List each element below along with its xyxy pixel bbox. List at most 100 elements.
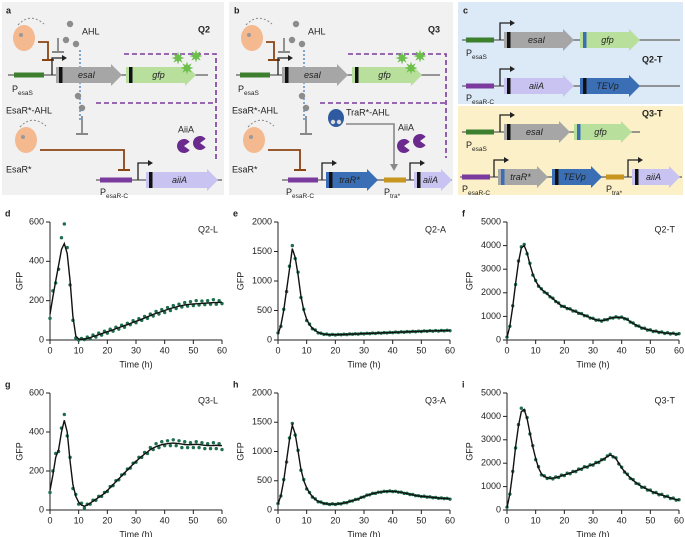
data-point xyxy=(177,302,181,306)
x-tick-label: 0 xyxy=(275,345,280,355)
promoter xyxy=(466,37,494,43)
trar-dot xyxy=(336,119,342,125)
rbs xyxy=(329,172,333,188)
arrowhead xyxy=(332,160,337,166)
data-point xyxy=(194,440,198,444)
rbs xyxy=(355,67,359,83)
gene xyxy=(126,64,196,86)
arrowhead xyxy=(638,157,643,163)
gfp-protein xyxy=(189,49,203,63)
label: gfp xyxy=(152,70,165,80)
data-point xyxy=(197,445,201,450)
data-point xyxy=(211,297,216,302)
x-tick-label: 10 xyxy=(531,515,541,525)
x-tick-label: 30 xyxy=(359,515,369,525)
promoter-subscript: esaS xyxy=(472,54,487,61)
data-point xyxy=(200,441,204,445)
x-tick-label: 20 xyxy=(559,345,569,355)
promoter-label: Ptra* xyxy=(606,184,623,196)
data-point xyxy=(522,242,526,247)
arrowhead xyxy=(148,160,153,166)
data-point xyxy=(168,308,173,313)
ahl xyxy=(288,36,296,44)
label: EsaR* xyxy=(6,164,32,174)
y-tick-label: 1000 xyxy=(252,275,272,285)
arrowhead xyxy=(288,55,293,61)
x-tick-label: 0 xyxy=(47,345,52,355)
panel-b-background xyxy=(229,2,453,195)
promoter-arrow xyxy=(51,57,63,75)
data-point xyxy=(205,298,210,303)
data-point xyxy=(59,236,64,240)
label: Q2 xyxy=(198,24,210,34)
trar-dot xyxy=(330,119,336,125)
label: traR* xyxy=(510,172,531,182)
promoter-subscript: tra* xyxy=(390,193,401,200)
gene xyxy=(282,64,348,86)
data-point xyxy=(220,447,224,452)
data-point xyxy=(200,299,204,303)
data-point xyxy=(519,406,524,410)
activation xyxy=(346,123,395,166)
promoter-letter: P xyxy=(238,84,244,94)
label: TEVp xyxy=(563,172,586,182)
y-axis-label: GFP xyxy=(464,272,474,291)
rbs xyxy=(59,67,63,83)
rbs xyxy=(149,172,153,188)
x-tick-label: 50 xyxy=(416,515,426,525)
x-tick-label: 30 xyxy=(588,345,598,355)
panel-letter: d xyxy=(5,208,11,218)
data-point xyxy=(154,309,158,314)
label: Q2-T xyxy=(642,54,663,64)
promoter-label: PesaS xyxy=(466,48,487,60)
data-point xyxy=(180,445,184,450)
promoter xyxy=(384,177,406,183)
gene xyxy=(414,169,452,191)
y-axis-label: GFP xyxy=(14,442,24,461)
arrowhead xyxy=(62,55,67,61)
promoter-arrow xyxy=(499,68,511,86)
label: AHL xyxy=(82,26,100,36)
data-point xyxy=(162,310,167,315)
promoter-letter: P xyxy=(466,93,472,103)
label: TEVp xyxy=(596,81,619,91)
ahl xyxy=(72,40,80,48)
x-tick-label: 10 xyxy=(74,515,84,525)
promoter-arrow xyxy=(409,162,421,180)
cell xyxy=(13,25,35,51)
data-point xyxy=(191,445,196,450)
promoter-letter: P xyxy=(12,84,18,94)
data-point xyxy=(188,441,193,445)
x-tick-label: 30 xyxy=(359,345,369,355)
data-point xyxy=(290,243,295,248)
x-tick-label: 20 xyxy=(102,515,112,525)
x-tick-label: 40 xyxy=(160,345,170,355)
label: c xyxy=(463,5,468,15)
data-point xyxy=(154,442,158,446)
x-tick-label: 0 xyxy=(47,515,52,525)
x-tick-label: 30 xyxy=(131,345,141,355)
y-tick-label: 600 xyxy=(29,216,44,226)
panel-letter: g xyxy=(5,379,11,389)
y-tick-label: 0 xyxy=(39,334,44,344)
y-tick-label: 3000 xyxy=(481,434,501,444)
x-tick-label: 40 xyxy=(388,345,398,355)
y-tick-label: 1000 xyxy=(481,311,501,321)
data-point xyxy=(214,446,218,451)
gene xyxy=(56,64,122,86)
y-tick-label: 0 xyxy=(496,334,501,344)
x-tick-label: 50 xyxy=(188,515,198,525)
rbs xyxy=(129,67,133,83)
y-tick-label: 0 xyxy=(496,504,501,514)
aiia-protein xyxy=(397,139,410,154)
panel-letter: h xyxy=(233,379,239,389)
data-point xyxy=(168,443,173,448)
data-point xyxy=(171,438,175,442)
promoter xyxy=(606,174,624,180)
repression xyxy=(40,149,125,170)
promoter xyxy=(14,72,44,78)
x-tick-label: 40 xyxy=(617,515,627,525)
data-point xyxy=(160,440,164,444)
label: Q3 xyxy=(428,24,440,34)
